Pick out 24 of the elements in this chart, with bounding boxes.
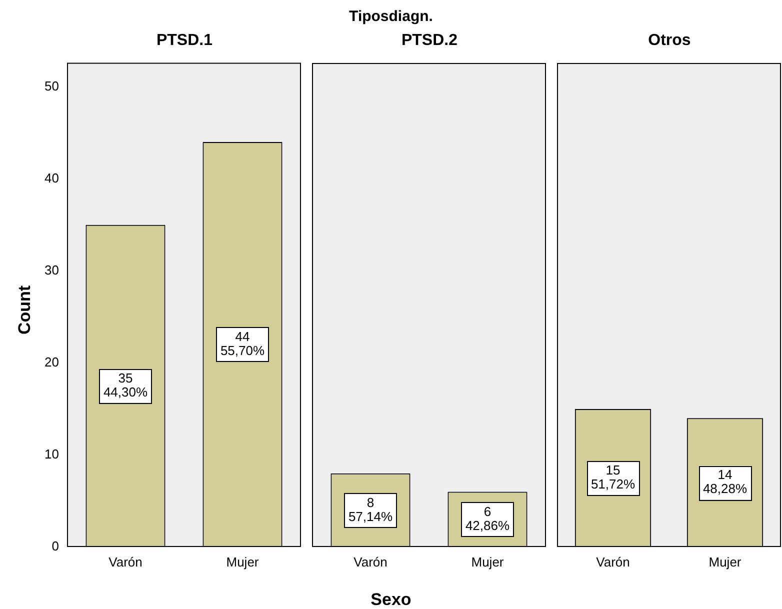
x-tick-label: Varón: [354, 554, 388, 570]
x-tick-label: Mujer: [471, 554, 504, 570]
chart-title: Otros: [647, 32, 692, 50]
data-label: 8 57,14%: [348, 494, 393, 524]
data-label: 35 44,30%: [103, 370, 148, 400]
data-label: 6 42,86%: [465, 504, 510, 533]
x-axis-title: Sexo: [370, 590, 412, 609]
x-tick-label: Varón: [108, 554, 142, 570]
x-tick-label: Mujer: [226, 554, 260, 570]
chart-title: PTSD.1: [155, 32, 214, 50]
y-tick-label: 50: [44, 78, 59, 94]
x-tick-label: Varón: [596, 554, 630, 570]
y-tick-label: 0: [52, 538, 59, 554]
y-tick-label: 30: [44, 262, 59, 278]
y-tick-label: 20: [44, 354, 59, 370]
chart-subtitle: Tiposdiagn.: [348, 8, 434, 25]
x-tick-label: Mujer: [708, 554, 742, 570]
data-label: 15 51,72%: [590, 462, 636, 492]
data-label: 14 48,28%: [702, 467, 748, 496]
y-tick-label: 40: [44, 170, 59, 186]
chart-title: PTSD.2: [400, 32, 458, 50]
data-label: 44 55,70%: [220, 329, 265, 358]
y-axis-title: Count: [15, 284, 35, 337]
y-tick-label: 10: [44, 446, 59, 462]
